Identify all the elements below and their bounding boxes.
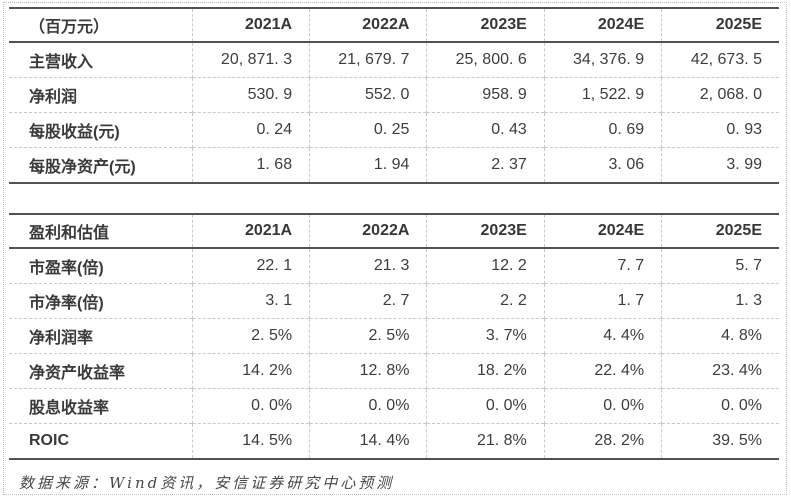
row-label: 市盈率(倍) [29,260,104,277]
table-row-net-margin: 净利润率 2. 5% 2. 5% 3. 7% 4. 4% 4. 8% [9,318,779,354]
value-cell: 21, 679. 7 [309,42,427,78]
value-cell: 5. 7 [661,248,779,284]
value-cell: 12. 2 [426,248,545,284]
row-label: 每股收益(元) [29,124,120,141]
table-row-net-profit: 净利润 530. 9 552. 0 958. 9 1, 522. 9 2, 06… [9,77,779,113]
value-cell: 0. 0% [309,388,427,424]
row-label: 股息收益率 [29,400,110,417]
table-row-revenue: 主营收入 20, 871. 3 21, 679. 7 25, 800. 6 34… [9,42,779,78]
table-row-pe: 市盈率(倍) 22. 1 21. 3 12. 2 7. 7 5. 7 [9,248,779,284]
value-cell: 34, 376. 9 [543,42,662,78]
col-header-2021a: 2021A [191,8,310,42]
value-cell: 530. 9 [191,77,310,113]
value-cell: 3. 06 [543,147,662,183]
col-header-2022a: 2022A [309,8,427,42]
row-label: 净利润率 [29,330,94,347]
row-label: 市净率(倍) [29,295,104,312]
value-cell: 20, 871. 3 [191,42,310,78]
col-header-2025e: 2025E [661,8,779,42]
col-header-2022a: 2022A [309,214,427,248]
table-row-pb: 市净率(倍) 3. 1 2. 7 2. 2 1. 7 1. 3 [9,283,779,319]
value-cell: 4. 4% [543,318,662,354]
value-cell: 12. 8% [309,353,427,389]
value-cell: 0. 0% [543,388,662,424]
col-header-2023e: 2023E [426,8,545,42]
row-label: 主营收入 [29,54,94,71]
forecast-table: （百万元） 2021A 2022A 2023E 2024E 2025E 主营收入… [9,7,779,184]
col-header-2025e: 2025E [661,214,779,248]
value-cell: 18. 2% [426,353,545,389]
value-cell: 0. 24 [191,112,310,148]
table-row-roe: 净资产收益率 14. 2% 12. 8% 18. 2% 22. 4% 23. 4… [9,353,779,389]
value-cell: 14. 4% [309,423,427,459]
value-cell: 3. 1 [191,283,310,319]
tables-gap [9,184,779,213]
table-row-eps: 每股收益(元) 0. 24 0. 25 0. 43 0. 69 0. 93 [9,112,779,148]
value-cell: 22. 4% [543,353,662,389]
value-cell: 2. 5% [191,318,310,354]
value-cell: 42, 673. 5 [661,42,779,78]
row-label: 净资产收益率 [29,365,126,382]
value-cell: 22. 1 [191,248,310,284]
table-row-bvps: 每股净资产(元) 1. 68 1. 94 2. 37 3. 06 3. 99 [9,147,779,183]
value-cell: 25, 800. 6 [426,42,545,78]
value-cell: 0. 43 [426,112,545,148]
value-cell: 1. 3 [661,283,779,319]
value-cell: 1. 94 [309,147,427,183]
value-cell: 3. 99 [661,147,779,183]
value-cell: 23. 4% [661,353,779,389]
unit-header-cell: （百万元） [29,19,110,36]
valuation-header-row: 盈利和估值 2021A 2022A 2023E 2024E 2025E [9,214,779,248]
row-label: ROIC [29,432,69,449]
value-cell: 0. 93 [661,112,779,148]
table-row-dividend-yield: 股息收益率 0. 0% 0. 0% 0. 0% 0. 0% 0. 0% [9,388,779,424]
value-cell: 2. 2 [426,283,545,319]
row-label: 每股净资产(元) [29,159,136,176]
value-cell: 21. 8% [426,423,545,459]
valuation-table: 盈利和估值 2021A 2022A 2023E 2024E 2025E 市盈率(… [9,213,779,460]
report-table-figure: （百万元） 2021A 2022A 2023E 2024E 2025E 主营收入… [3,2,787,495]
value-cell: 39. 5% [661,423,779,459]
value-cell: 1. 7 [543,283,662,319]
col-header-2024e: 2024E [543,8,662,42]
col-header-2023e: 2023E [426,214,545,248]
value-cell: 21. 3 [309,248,427,284]
value-cell: 4. 8% [661,318,779,354]
valuation-title-cell: 盈利和估值 [29,225,110,242]
value-cell: 0. 0% [191,388,310,424]
value-cell: 14. 5% [191,423,310,459]
value-cell: 2. 5% [309,318,427,354]
value-cell: 2. 37 [426,147,545,183]
col-header-2021a: 2021A [191,214,310,248]
value-cell: 1. 68 [191,147,310,183]
col-header-2024e: 2024E [543,214,662,248]
value-cell: 0. 69 [543,112,662,148]
value-cell: 0. 0% [661,388,779,424]
value-cell: 0. 0% [426,388,545,424]
value-cell: 0. 25 [309,112,427,148]
value-cell: 2. 7 [309,283,427,319]
value-cell: 2, 068. 0 [661,77,779,113]
value-cell: 14. 2% [191,353,310,389]
value-cell: 1, 522. 9 [543,77,662,113]
value-cell: 552. 0 [309,77,427,113]
forecast-header-row: （百万元） 2021A 2022A 2023E 2024E 2025E [9,8,779,42]
value-cell: 958. 9 [426,77,545,113]
row-label: 净利润 [29,89,78,106]
value-cell: 3. 7% [426,318,545,354]
table-row-roic: ROIC 14. 5% 14. 4% 21. 8% 28. 2% 39. 5% [9,423,779,459]
value-cell: 28. 2% [543,423,662,459]
value-cell: 7. 7 [543,248,662,284]
source-note: 数据来源：Wind资讯，安信证券研究中心预测 [19,473,395,492]
